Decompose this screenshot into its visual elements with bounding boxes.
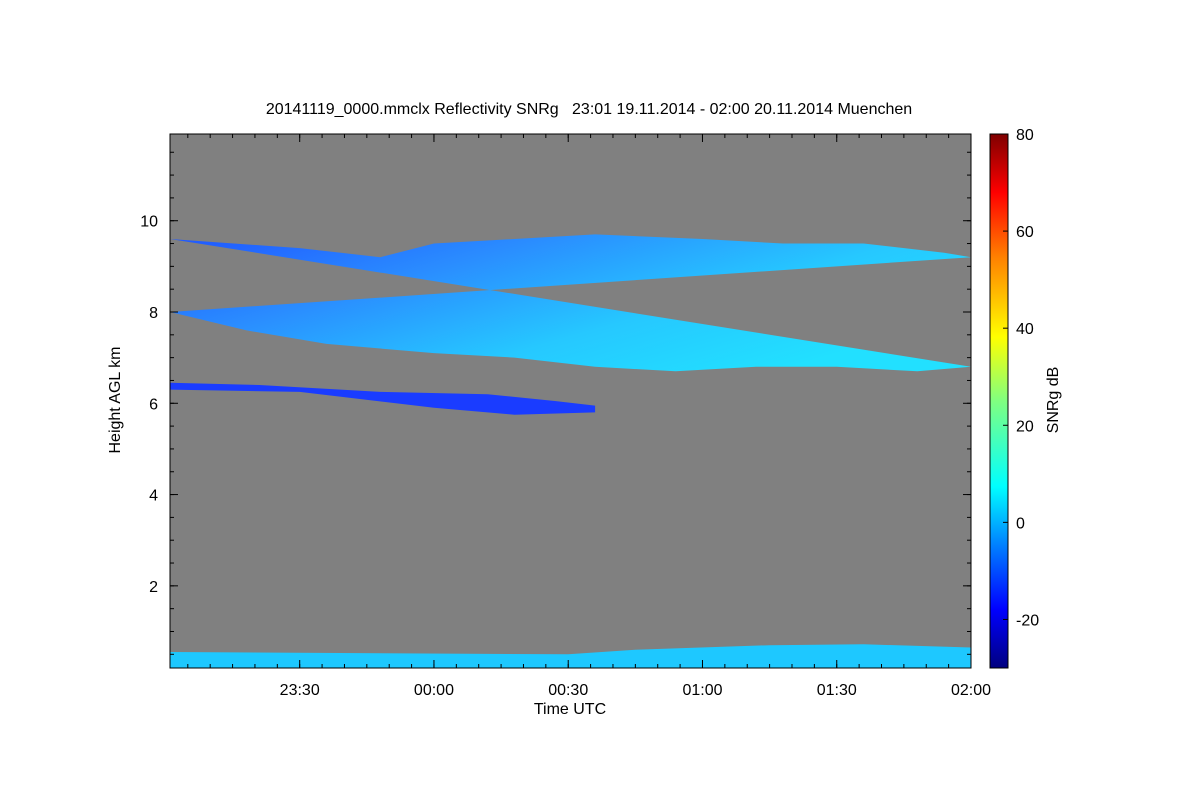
plot-frame xyxy=(169,133,972,669)
colorbar-tick-label-3: 40 xyxy=(1016,321,1034,338)
x-tick-label-5: 02:00 xyxy=(951,682,991,699)
echo-feature-0 xyxy=(170,234,971,372)
colorbar-tick-label-4: 60 xyxy=(1016,224,1034,241)
y-axis-label: Height AGL km xyxy=(107,346,124,453)
chart-title: 20141119_0000.mmclx Reflectivity SNRg 23… xyxy=(266,101,912,118)
y-tick-label-4: 10 xyxy=(140,214,158,231)
y-tick-label-1: 4 xyxy=(149,488,158,505)
colorbar-tick-label-1: 0 xyxy=(1016,515,1025,532)
plot-background xyxy=(170,134,971,668)
echo-feature-2 xyxy=(170,644,971,668)
colorbar xyxy=(989,133,1009,669)
y-tick-label-2: 6 xyxy=(149,396,158,413)
echo-feature-1 xyxy=(170,382,596,415)
x-axis-ticks: 23:30 00:00 00:30 01:00 01:30 02:00 xyxy=(187,134,991,699)
colorbar-label: SNRg dB xyxy=(1045,367,1062,434)
x-tick-label-1: 00:00 xyxy=(414,682,454,699)
x-tick-label-0: 23:30 xyxy=(280,682,320,699)
echo-features xyxy=(170,234,971,668)
x-tick-label-4: 01:30 xyxy=(817,682,857,699)
x-tick-label-3: 01:00 xyxy=(682,682,722,699)
x-tick-label-2: 00:30 xyxy=(548,682,588,699)
y-tick-label-3: 8 xyxy=(149,305,158,322)
y-axis-ticks: 2 4 6 8 10 xyxy=(140,151,971,655)
colorbar-tick-label-2: 20 xyxy=(1016,418,1034,435)
colorbar-tick-label-5: 80 xyxy=(1016,127,1034,144)
colorbar-tick-label-0: -20 xyxy=(1016,612,1039,629)
colorbar-ticks: -20 0 20 40 60 80 xyxy=(1003,127,1039,629)
x-axis-label: Time UTC xyxy=(534,701,606,718)
y-tick-label-0: 2 xyxy=(149,579,158,596)
